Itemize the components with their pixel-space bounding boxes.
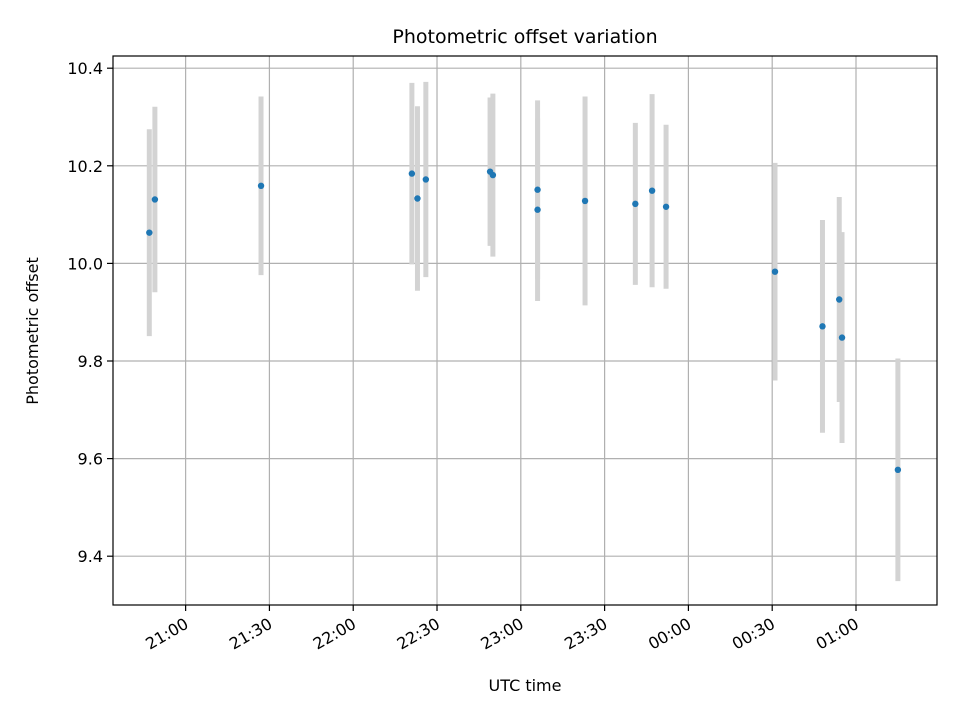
x-axis-label: UTC time bbox=[489, 676, 562, 695]
data-point bbox=[534, 206, 541, 213]
data-point bbox=[838, 334, 846, 341]
data-points bbox=[146, 168, 902, 474]
data-point bbox=[581, 197, 589, 205]
data-point bbox=[422, 176, 430, 183]
y-tick-label: 9.6 bbox=[78, 450, 103, 469]
data-point bbox=[662, 203, 670, 210]
y-tick-label: 10.0 bbox=[67, 254, 103, 273]
data-point bbox=[534, 186, 541, 193]
y-tick-label: 9.4 bbox=[78, 547, 103, 566]
data-point bbox=[894, 466, 902, 474]
y-tick-label: 10.2 bbox=[67, 157, 103, 176]
data-point bbox=[836, 296, 843, 303]
data-point bbox=[489, 171, 497, 179]
data-point bbox=[257, 182, 265, 190]
y-axis: 9.4 9.6 9.8 10.0 10.2 10.4 bbox=[67, 59, 113, 566]
grid bbox=[113, 56, 937, 605]
data-point bbox=[151, 196, 159, 203]
data-point bbox=[146, 229, 153, 236]
y-axis-label: Photometric offset bbox=[23, 257, 42, 405]
data-point bbox=[819, 323, 826, 330]
data-point bbox=[632, 200, 639, 208]
data-point bbox=[771, 268, 779, 275]
chart-title: Photometric offset variation bbox=[392, 26, 657, 48]
data-point bbox=[648, 187, 656, 194]
y-tick-label: 10.4 bbox=[67, 59, 103, 78]
data-point bbox=[408, 170, 416, 177]
plot-frame bbox=[112, 55, 938, 606]
y-tick-label: 9.8 bbox=[78, 352, 103, 371]
data-point bbox=[414, 195, 421, 202]
